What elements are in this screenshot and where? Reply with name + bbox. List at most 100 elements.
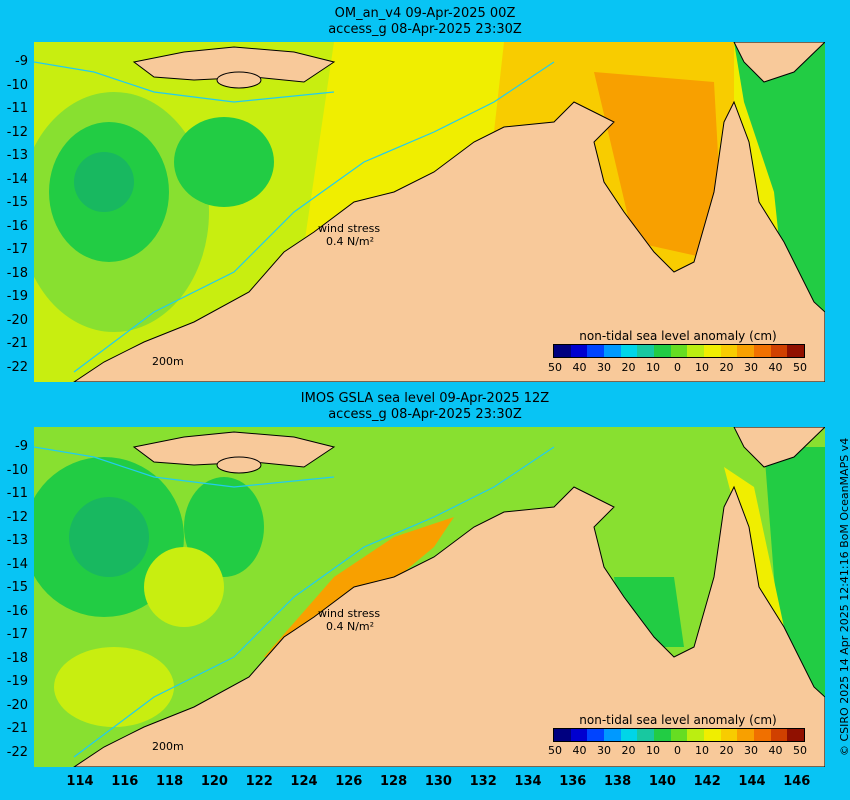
colorbar-swatch <box>587 345 605 357</box>
x-tick-label: 134 <box>514 774 542 789</box>
colorbar-tick-label: 40 <box>572 744 587 757</box>
y-tick-label: -12 <box>6 124 28 140</box>
x-tick-label: 118 <box>156 774 184 789</box>
colorbar-tick-label: 10 <box>695 744 709 757</box>
wind-stress-label: wind stress <box>318 607 381 620</box>
y-tick-label: -19 <box>6 674 28 689</box>
y-tick-label: -9 <box>15 54 28 69</box>
y-tick-label: -9 <box>15 439 28 454</box>
colorbar-tick-label: 20 <box>621 744 636 757</box>
y-tick-label: -22 <box>6 744 28 760</box>
colorbar-tick-label: 40 <box>768 744 783 757</box>
x-tick-label: 120 <box>200 774 228 789</box>
colorbar-tick-label: 10 <box>646 744 660 757</box>
colorbar-swatch <box>620 729 638 741</box>
colorbar-tick-label: 50 <box>793 744 807 757</box>
isobath-label-panel1: 200m <box>152 355 184 368</box>
x-tick-label: 144 <box>738 774 766 789</box>
y-tick-label: -11 <box>6 101 28 116</box>
colorbar-swatch <box>637 729 655 741</box>
map-panel-model-svg <box>34 42 825 382</box>
y-tick-label: -15 <box>6 580 28 595</box>
colorbar-tick-label: 20 <box>719 361 734 374</box>
colorbar-tick-label: 40 <box>572 361 587 374</box>
colorbar-swatch <box>604 729 621 741</box>
credit-text: © CSIRO 2025 14 Apr 2025 12:41:16 BoM Oc… <box>838 437 850 756</box>
colorbar-swatch <box>770 729 788 741</box>
colorbar-tick-label: 0 <box>674 744 681 757</box>
x-tick-label: 138 <box>604 774 632 789</box>
y-tick-label: -14 <box>6 171 28 187</box>
x-tick-label: 114 <box>66 774 94 789</box>
wind-stress-legend-panel1: wind stress 0.4 N/m² <box>318 222 380 248</box>
colorbar-swatch <box>737 729 755 741</box>
y-tick-label: -15 <box>6 195 28 210</box>
colorbar-swatch <box>637 345 655 357</box>
colorbar-title-panel1: non-tidal sea level anomaly (cm) <box>579 329 777 343</box>
panel1-title-line1: OM_an_v4 09-Apr-2025 00Z <box>334 6 516 21</box>
colorbar-panel2 <box>553 728 805 742</box>
colorbar-tick-label: 30 <box>744 361 758 374</box>
colorbar-swatch <box>620 345 638 357</box>
x-tick-label: 116 <box>111 774 139 789</box>
colorbar-title-panel2: non-tidal sea level anomaly (cm) <box>579 713 777 727</box>
map-panel-model <box>34 42 825 382</box>
map-panel-altimetry <box>34 427 825 767</box>
colorbar-swatch <box>704 729 721 741</box>
wind-stress-label: wind stress <box>318 222 381 235</box>
colorbar-tick-label: 50 <box>548 361 562 374</box>
x-tick-label: 136 <box>559 774 587 789</box>
y-tick-label: -20 <box>6 697 28 713</box>
colorbar-swatch <box>554 729 571 741</box>
x-tick-label: 140 <box>648 774 676 789</box>
colorbar-tick-label: 20 <box>621 361 636 374</box>
colorbar-swatch <box>654 729 671 741</box>
y-tick-label: -12 <box>6 509 28 525</box>
colorbar-swatch <box>654 345 671 357</box>
colorbar-swatch <box>670 345 688 357</box>
y-tick-label: -17 <box>6 242 28 257</box>
y-tick-label: -21 <box>6 721 28 736</box>
colorbar-swatch <box>720 729 738 741</box>
wind-stress-value: 0.4 N/m² <box>326 620 375 633</box>
colorbar-swatch <box>754 345 771 357</box>
colorbar-tick-label: 10 <box>646 361 660 374</box>
x-tick-label: 124 <box>290 774 318 789</box>
colorbar-tick-label: 0 <box>674 361 681 374</box>
y-tick-label: -18 <box>6 265 28 281</box>
colorbar-swatch <box>570 729 588 741</box>
colorbar-swatch <box>587 729 605 741</box>
panel2-title-line2: access_g 08-Apr-2025 23:30Z <box>328 407 522 422</box>
colorbar-tick-label: 30 <box>744 744 758 757</box>
colorbar-swatch <box>670 729 688 741</box>
y-tick-label: -19 <box>6 289 28 304</box>
colorbar-swatch <box>687 729 705 741</box>
colorbar-tick-label: 30 <box>597 361 611 374</box>
colorbar-swatch <box>554 345 571 357</box>
colorbar-swatch <box>770 345 788 357</box>
y-tick-label: -11 <box>6 486 28 501</box>
colorbar-swatch <box>704 345 721 357</box>
panel1-title-line2: access_g 08-Apr-2025 23:30Z <box>328 22 522 37</box>
panel2-title-line1: IMOS GSLA sea level 09-Apr-2025 12Z <box>300 391 550 406</box>
colorbar-tick-label: 50 <box>793 361 807 374</box>
colorbar-tick-label: 10 <box>695 361 709 374</box>
y-tick-label: -13 <box>6 533 28 548</box>
x-tick-label: 130 <box>424 774 452 789</box>
colorbar-swatch <box>720 345 738 357</box>
y-tick-label: -21 <box>6 336 28 351</box>
isobath-label-panel2: 200m <box>152 740 184 753</box>
y-tick-label: -16 <box>6 603 28 619</box>
x-tick-label: 146 <box>783 774 811 789</box>
colorbar-swatch <box>604 345 621 357</box>
y-tick-label: -14 <box>6 556 28 572</box>
y-tick-label: -18 <box>6 650 28 666</box>
colorbar-tick-label: 40 <box>768 361 783 374</box>
x-tick-label: 122 <box>245 774 273 789</box>
x-tick-label: 128 <box>380 774 408 789</box>
y-tick-label: -22 <box>6 359 28 375</box>
colorbar-swatch <box>787 345 805 357</box>
colorbar-tick-label: 30 <box>597 744 611 757</box>
x-tick-label: 132 <box>469 774 497 789</box>
colorbar-swatch <box>737 345 755 357</box>
